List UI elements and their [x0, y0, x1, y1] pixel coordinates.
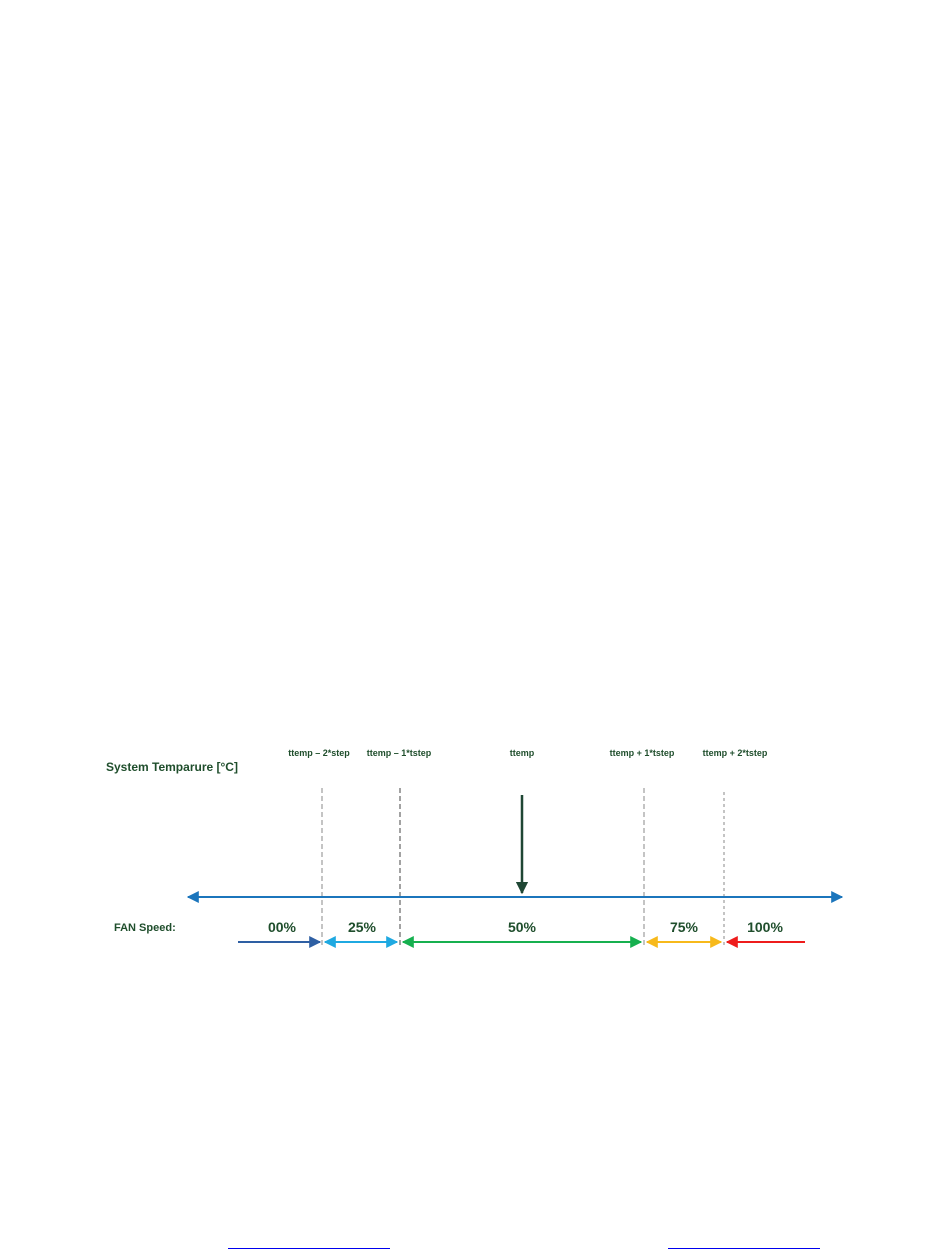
threshold-label-minus-1: ttemp – 1*tstep	[367, 748, 432, 758]
threshold-label-center: ttemp	[510, 748, 535, 758]
axis-title: System Temparure [°C]	[106, 760, 238, 774]
footer-link-left[interactable]	[228, 1232, 390, 1249]
threshold-label-plus-2: ttemp + 2*tstep	[703, 748, 768, 758]
fan-speed-label: FAN Speed:	[114, 922, 176, 934]
speed-zone-label-25: 25%	[348, 919, 377, 935]
speed-zone-label-50: 50%	[508, 919, 537, 935]
speed-zone-label-0: 00%	[268, 919, 297, 935]
threshold-label-plus-1: ttemp + 1*tstep	[610, 748, 675, 758]
threshold-label-minus-2: ttemp – 2*step	[288, 748, 350, 758]
speed-zone-label-100: 100%	[747, 919, 783, 935]
speed-zone-label-75: 75%	[670, 919, 699, 935]
footer-link-right[interactable]	[668, 1232, 820, 1249]
